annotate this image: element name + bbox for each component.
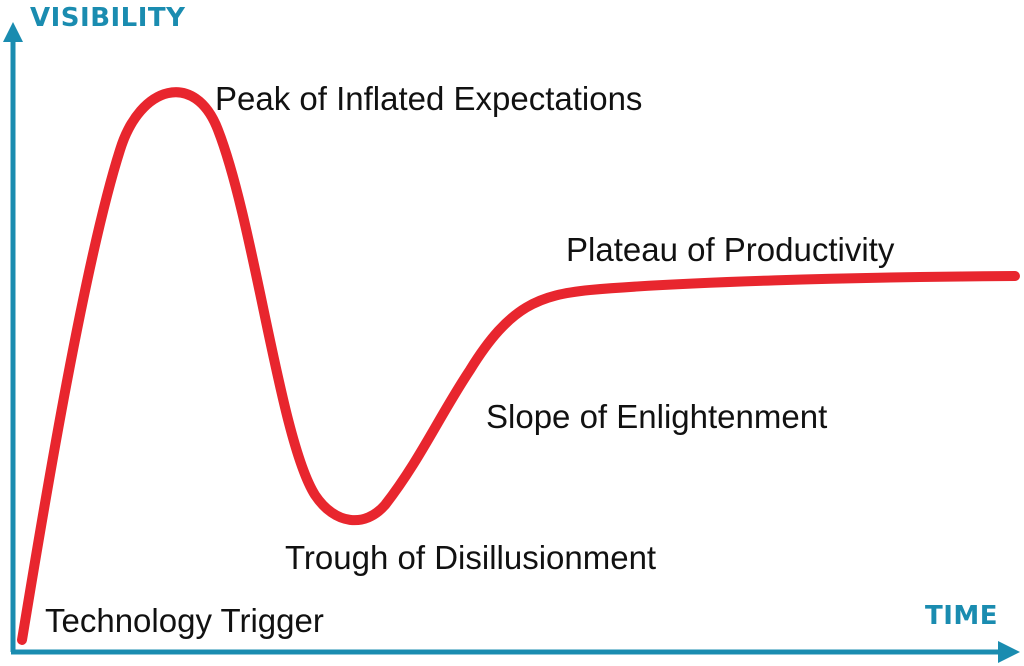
axes: [3, 22, 1020, 663]
x-axis-title: TIME: [925, 601, 999, 631]
phase-label-plateau: Plateau of Productivity: [566, 231, 895, 268]
x-axis-arrowhead: [998, 641, 1020, 663]
y-axis-arrowhead: [3, 22, 23, 42]
phase-label-trough: Trough of Disillusionment: [285, 539, 657, 576]
phase-label-slope: Slope of Enlightenment: [486, 398, 828, 435]
phase-label-peak: Peak of Inflated Expectations: [215, 80, 643, 117]
phase-label-technology-trigger: Technology Trigger: [45, 602, 324, 639]
hype-curve: [17, 87, 1020, 645]
y-axis-title: VISIBILITY: [30, 3, 186, 33]
